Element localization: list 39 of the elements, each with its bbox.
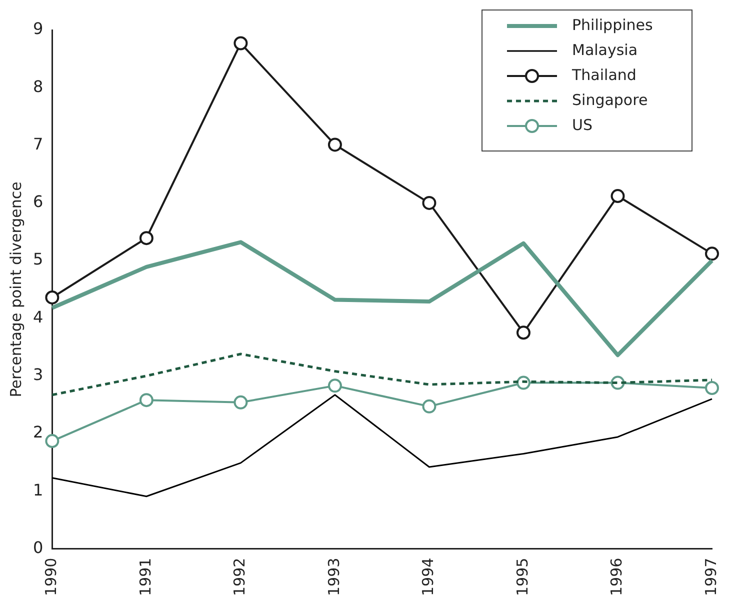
point — [516, 326, 530, 340]
legend-label: Philippines — [572, 16, 653, 34]
x-tick-label: 1992 — [230, 558, 249, 596]
y-tick-label: 4 — [32, 307, 44, 326]
legend-label: Singapore — [572, 90, 648, 109]
y-tick-label: 3 — [32, 365, 44, 384]
point — [45, 434, 60, 448]
point — [234, 395, 248, 410]
legend-label: Malaysia — [572, 40, 638, 59]
y-tick-label: 8 — [32, 76, 44, 96]
y-tick-label: 1 — [32, 480, 44, 500]
y-tick-label: 0 — [32, 538, 44, 557]
point — [610, 189, 625, 204]
point — [234, 36, 248, 50]
point — [45, 290, 60, 304]
x-tick-label: 1993 — [324, 558, 343, 596]
x-tick-label: 1990 — [42, 558, 60, 596]
legend-label: Thailand — [571, 66, 636, 84]
x-tick-label: 1991 — [136, 558, 154, 596]
y-tick-label: 6 — [32, 192, 44, 212]
y-tick-label: 9 — [32, 19, 44, 38]
y-tick-label: 7 — [32, 134, 44, 154]
x-tick-label: 1997 — [702, 558, 720, 596]
point — [328, 378, 342, 393]
x-tick-label: 1994 — [419, 558, 438, 596]
point — [705, 246, 719, 261]
point — [705, 380, 719, 395]
line-series — [50, 352, 714, 396]
y-tick-label: 2 — [32, 422, 44, 442]
point — [328, 138, 342, 152]
x-tick-label: 1995 — [513, 558, 532, 596]
point — [139, 231, 154, 246]
point — [422, 399, 436, 414]
y-tick-label: 5 — [32, 250, 44, 269]
point — [139, 393, 154, 408]
x-tick-label: 1996 — [608, 558, 626, 596]
point — [422, 196, 436, 210]
legend-label: US — [572, 116, 593, 134]
y-axis-title: Percentage point divergence — [6, 182, 25, 398]
